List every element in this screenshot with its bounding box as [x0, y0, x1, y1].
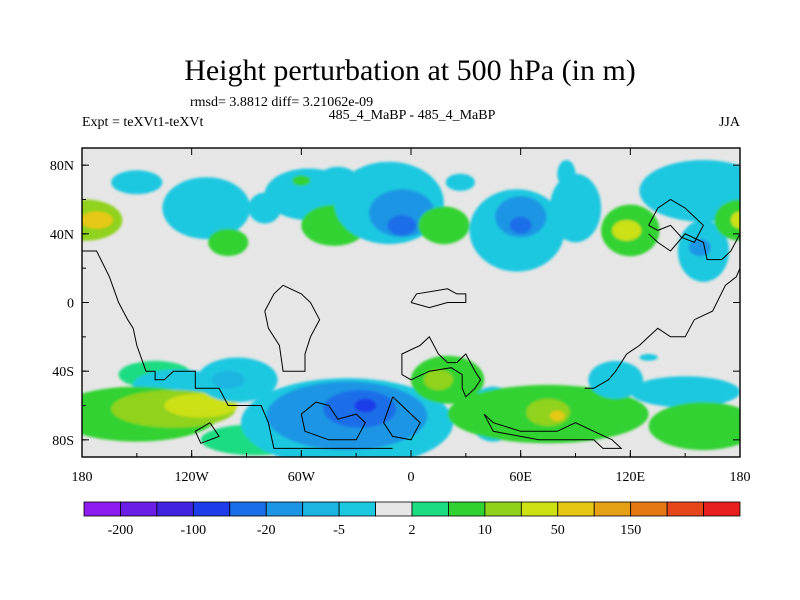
- contour-blob: [639, 354, 658, 361]
- colorbar-swatch: [557, 501, 595, 517]
- colorbar-label: -100: [180, 523, 206, 538]
- y-tick-label: 40S: [52, 365, 74, 380]
- coastline: [584, 268, 740, 389]
- axes: 180 120W 60W 0 60E 120E 180 80N 40N 0 40S 80S: [50, 148, 751, 485]
- left-label: Expt = teXVt1-teXVt: [82, 115, 204, 130]
- chart-title: Height perturbation at 500 hPa (in m): [184, 54, 636, 87]
- coastline: [483, 413, 623, 449]
- coastlines: [82, 198, 740, 449]
- contour-blob: [526, 398, 570, 427]
- contour-blob: [423, 369, 453, 391]
- colorbar-swatch: [302, 501, 340, 517]
- contour-blob: [612, 220, 642, 241]
- contour-blob: [387, 215, 417, 236]
- contour-blob: [648, 402, 740, 451]
- x-tick-label: 120E: [616, 470, 646, 485]
- colorbar-swatch: [375, 501, 413, 517]
- y-tick-label: 0: [67, 297, 74, 312]
- contour-blob: [445, 173, 475, 191]
- x-tick-label: 60W: [288, 470, 316, 485]
- colorbar-swatch: [593, 501, 632, 517]
- contour-blob: [162, 177, 251, 240]
- y-tick-label: 80N: [50, 159, 74, 174]
- contour-blob: [292, 175, 311, 186]
- coastline: [194, 422, 220, 444]
- contour-blob: [82, 211, 113, 229]
- coastline: [410, 288, 467, 309]
- colorbar-swatch: [484, 501, 522, 517]
- contour-blob: [549, 410, 565, 421]
- y-tick-label: 40N: [50, 228, 74, 243]
- map-panel: [81, 147, 741, 458]
- contour-blob: [639, 160, 740, 222]
- contour-blob: [495, 196, 547, 238]
- contour-blob: [714, 199, 740, 241]
- contour-blob: [730, 211, 740, 229]
- x-tick-label: 120W: [175, 470, 210, 485]
- x-tick-label: 180: [730, 470, 751, 485]
- contour-blob: [208, 228, 249, 257]
- coastline: [648, 198, 705, 244]
- contour-blob: [418, 206, 470, 245]
- coastline: [264, 284, 321, 372]
- colorbar-swatch: [229, 501, 267, 517]
- colorbar-swatch: [192, 501, 231, 517]
- colorbar-swatch: [265, 501, 304, 517]
- x-tick-label: 180: [72, 470, 93, 485]
- colorbar-label: 2: [409, 523, 416, 538]
- colorbar-swatch: [83, 501, 121, 517]
- coastline: [82, 250, 393, 449]
- colorbar-label: -20: [257, 523, 276, 538]
- colorbar-label: 150: [620, 523, 641, 538]
- coastline: [401, 335, 482, 398]
- contour-blob: [549, 173, 602, 243]
- colorbar-label: 10: [478, 523, 492, 538]
- stats-text: rmsd= 3.8812 diff= 3.21062e-09: [190, 95, 373, 110]
- colorbar-swatch: [120, 501, 158, 517]
- colorbar: -200 -100 -20 -5 2 10 50 150: [83, 501, 741, 538]
- colorbar-swatch: [411, 501, 449, 517]
- coastline: [383, 396, 421, 441]
- contour-blob: [588, 360, 644, 399]
- y-tick-label: 80S: [52, 434, 74, 449]
- center-label: 485_4_MaBP - 485_4_MaBP: [329, 108, 496, 123]
- contour-blob: [557, 160, 576, 188]
- colorbar-label: -5: [333, 523, 345, 538]
- colorbar-label: -200: [108, 523, 134, 538]
- x-tick-label: 60E: [509, 470, 532, 485]
- contour-blob: [354, 398, 377, 413]
- colorbar-swatch: [703, 501, 741, 517]
- coastline: [648, 233, 740, 261]
- contour-blob: [111, 170, 163, 195]
- colorbar-swatch: [448, 501, 486, 517]
- colorbar-swatch: [156, 501, 194, 517]
- colorbar-label: 50: [551, 523, 565, 538]
- contour-blob: [509, 216, 532, 234]
- colorbar-swatch: [338, 501, 376, 517]
- x-tick-label: 0: [408, 470, 415, 485]
- colorbar-swatch: [520, 501, 559, 517]
- coastline: [300, 401, 366, 441]
- colorbar-swatch: [630, 501, 668, 517]
- contour-blob: [630, 376, 740, 408]
- contour-blob: [211, 371, 245, 389]
- right-label: JJA: [719, 115, 741, 130]
- contour-fills: [82, 160, 740, 457]
- colorbar-swatch: [666, 501, 704, 517]
